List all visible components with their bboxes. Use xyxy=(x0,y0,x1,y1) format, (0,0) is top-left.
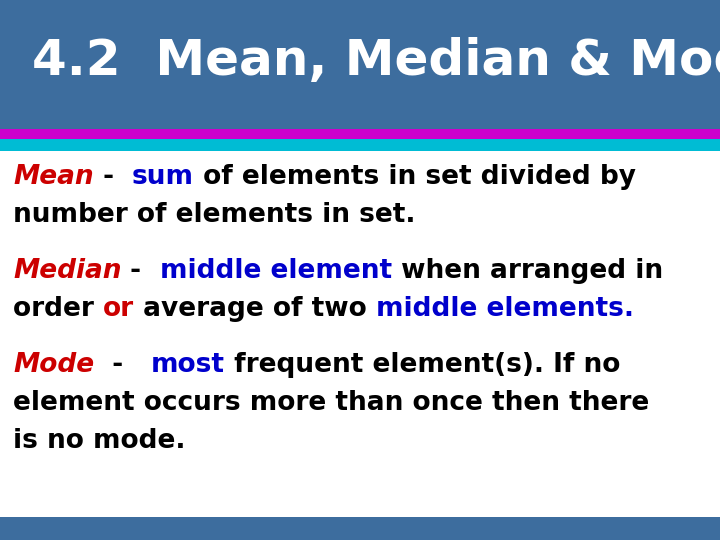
Text: order: order xyxy=(13,296,103,322)
Text: or: or xyxy=(103,296,134,322)
Text: Median: Median xyxy=(13,258,122,284)
Bar xyxy=(0,122,720,129)
Text: middle elements.: middle elements. xyxy=(376,296,634,322)
Bar xyxy=(0,129,720,139)
Text: element occurs more than once then there: element occurs more than once then there xyxy=(13,390,649,416)
Text: -: - xyxy=(122,258,160,284)
Text: -: - xyxy=(94,164,132,190)
Text: Mode: Mode xyxy=(13,352,94,378)
Bar xyxy=(0,517,720,540)
Text: middle element: middle element xyxy=(160,258,392,284)
Text: of elements in set divided by: of elements in set divided by xyxy=(194,164,636,190)
Text: when arranged in: when arranged in xyxy=(392,258,663,284)
Text: most: most xyxy=(150,352,225,378)
Text: average of two: average of two xyxy=(134,296,376,322)
Text: sum: sum xyxy=(132,164,194,190)
Text: 4.2  Mean, Median & Mode: 4.2 Mean, Median & Mode xyxy=(32,37,720,85)
Bar xyxy=(0,139,720,151)
Bar xyxy=(0,0,720,122)
Text: frequent element(s). If no: frequent element(s). If no xyxy=(225,352,620,378)
Text: is no mode.: is no mode. xyxy=(13,428,186,454)
Text: number of elements in set.: number of elements in set. xyxy=(13,202,415,228)
Text: Mean: Mean xyxy=(13,164,94,190)
Text: -: - xyxy=(94,352,150,378)
